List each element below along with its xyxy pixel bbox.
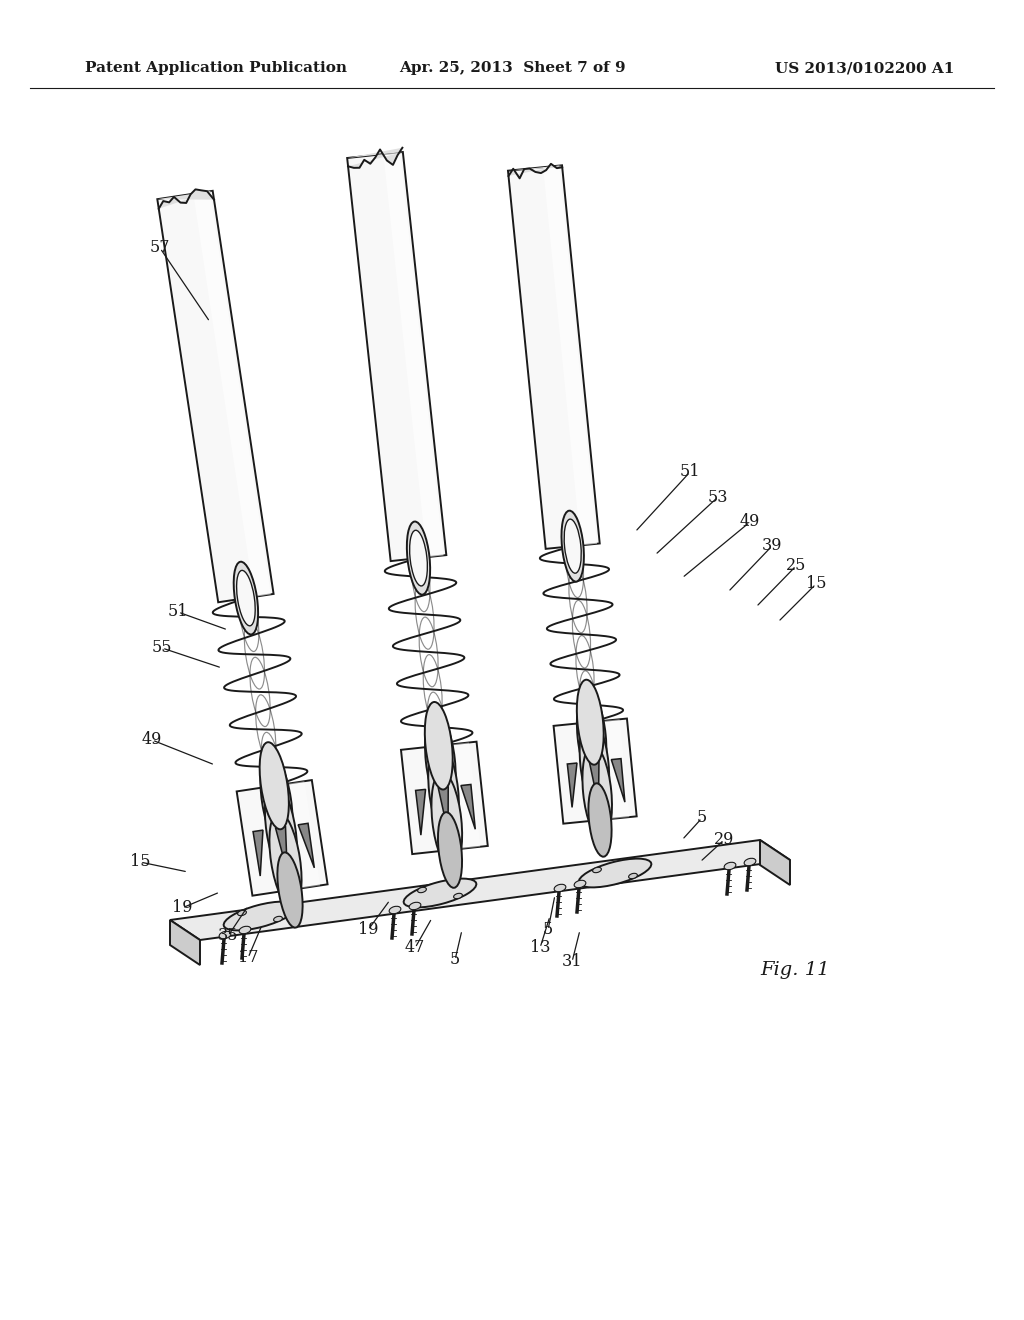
Ellipse shape — [561, 511, 584, 582]
Polygon shape — [438, 787, 449, 832]
Polygon shape — [194, 191, 270, 597]
Text: 5: 5 — [697, 809, 708, 826]
Ellipse shape — [265, 783, 297, 878]
Ellipse shape — [593, 867, 601, 873]
Ellipse shape — [724, 862, 736, 870]
Ellipse shape — [744, 858, 756, 866]
Polygon shape — [401, 742, 487, 854]
Polygon shape — [601, 719, 630, 818]
Ellipse shape — [564, 519, 582, 573]
Ellipse shape — [223, 902, 296, 931]
Polygon shape — [590, 760, 599, 805]
Text: 5: 5 — [543, 921, 553, 939]
Ellipse shape — [410, 903, 421, 909]
Ellipse shape — [428, 742, 459, 838]
Ellipse shape — [425, 702, 453, 789]
Text: 17: 17 — [238, 949, 258, 966]
Text: 19: 19 — [357, 921, 378, 939]
Text: 57: 57 — [150, 239, 170, 256]
Polygon shape — [508, 164, 562, 178]
Ellipse shape — [240, 927, 251, 933]
Ellipse shape — [425, 713, 456, 809]
Text: 13: 13 — [529, 940, 550, 957]
Ellipse shape — [269, 812, 302, 908]
Ellipse shape — [438, 812, 462, 888]
Ellipse shape — [583, 746, 612, 838]
Polygon shape — [286, 781, 321, 888]
Text: 49: 49 — [141, 731, 162, 748]
Ellipse shape — [237, 570, 255, 626]
Polygon shape — [170, 840, 790, 940]
Polygon shape — [451, 742, 480, 849]
Ellipse shape — [403, 879, 476, 907]
Ellipse shape — [577, 680, 604, 764]
Ellipse shape — [273, 916, 283, 921]
Polygon shape — [383, 152, 443, 557]
Ellipse shape — [418, 887, 426, 892]
Ellipse shape — [431, 772, 462, 869]
Polygon shape — [170, 920, 200, 965]
Polygon shape — [416, 789, 426, 836]
Ellipse shape — [407, 521, 430, 594]
Polygon shape — [253, 830, 263, 876]
Text: Patent Application Publication: Patent Application Publication — [85, 61, 347, 75]
Polygon shape — [611, 759, 625, 803]
Polygon shape — [347, 148, 402, 168]
Text: 39: 39 — [762, 537, 782, 554]
Text: Apr. 25, 2013  Sheet 7 of 9: Apr. 25, 2013 Sheet 7 of 9 — [398, 61, 626, 75]
Text: 15: 15 — [130, 854, 151, 870]
Text: 53: 53 — [708, 488, 728, 506]
Ellipse shape — [260, 742, 289, 829]
Polygon shape — [543, 165, 597, 545]
Ellipse shape — [580, 717, 609, 810]
Polygon shape — [554, 718, 637, 824]
Ellipse shape — [410, 531, 427, 586]
Polygon shape — [158, 191, 273, 602]
Text: 55: 55 — [152, 639, 172, 656]
Text: 19: 19 — [172, 899, 193, 916]
Ellipse shape — [278, 853, 303, 928]
Text: 51: 51 — [680, 463, 700, 480]
Polygon shape — [461, 784, 475, 829]
Text: 25: 25 — [785, 557, 806, 574]
Polygon shape — [298, 824, 314, 867]
Ellipse shape — [238, 911, 247, 916]
Ellipse shape — [554, 884, 566, 892]
Ellipse shape — [577, 689, 606, 783]
Text: 15: 15 — [806, 576, 826, 593]
Ellipse shape — [579, 858, 651, 887]
Text: 31: 31 — [562, 953, 583, 970]
Text: 35: 35 — [218, 928, 239, 945]
Polygon shape — [158, 189, 214, 209]
Text: 29: 29 — [714, 832, 734, 849]
Polygon shape — [237, 780, 328, 896]
Text: 5: 5 — [450, 952, 460, 969]
Ellipse shape — [237, 570, 255, 626]
Polygon shape — [760, 840, 790, 884]
Ellipse shape — [233, 562, 258, 635]
Ellipse shape — [574, 880, 586, 888]
Ellipse shape — [410, 531, 427, 586]
Polygon shape — [275, 826, 288, 873]
Text: Fig. 11: Fig. 11 — [760, 961, 829, 979]
Polygon shape — [567, 763, 577, 808]
Ellipse shape — [589, 783, 611, 857]
Text: US 2013/0102200 A1: US 2013/0102200 A1 — [774, 61, 954, 75]
Ellipse shape — [389, 907, 400, 913]
Ellipse shape — [260, 752, 293, 849]
Ellipse shape — [564, 519, 582, 573]
Text: 47: 47 — [404, 940, 425, 957]
Ellipse shape — [454, 894, 463, 899]
Text: 49: 49 — [739, 513, 760, 531]
Ellipse shape — [219, 932, 230, 939]
Ellipse shape — [629, 874, 637, 879]
Text: 51: 51 — [168, 603, 188, 620]
Polygon shape — [508, 165, 600, 549]
Polygon shape — [347, 152, 446, 561]
